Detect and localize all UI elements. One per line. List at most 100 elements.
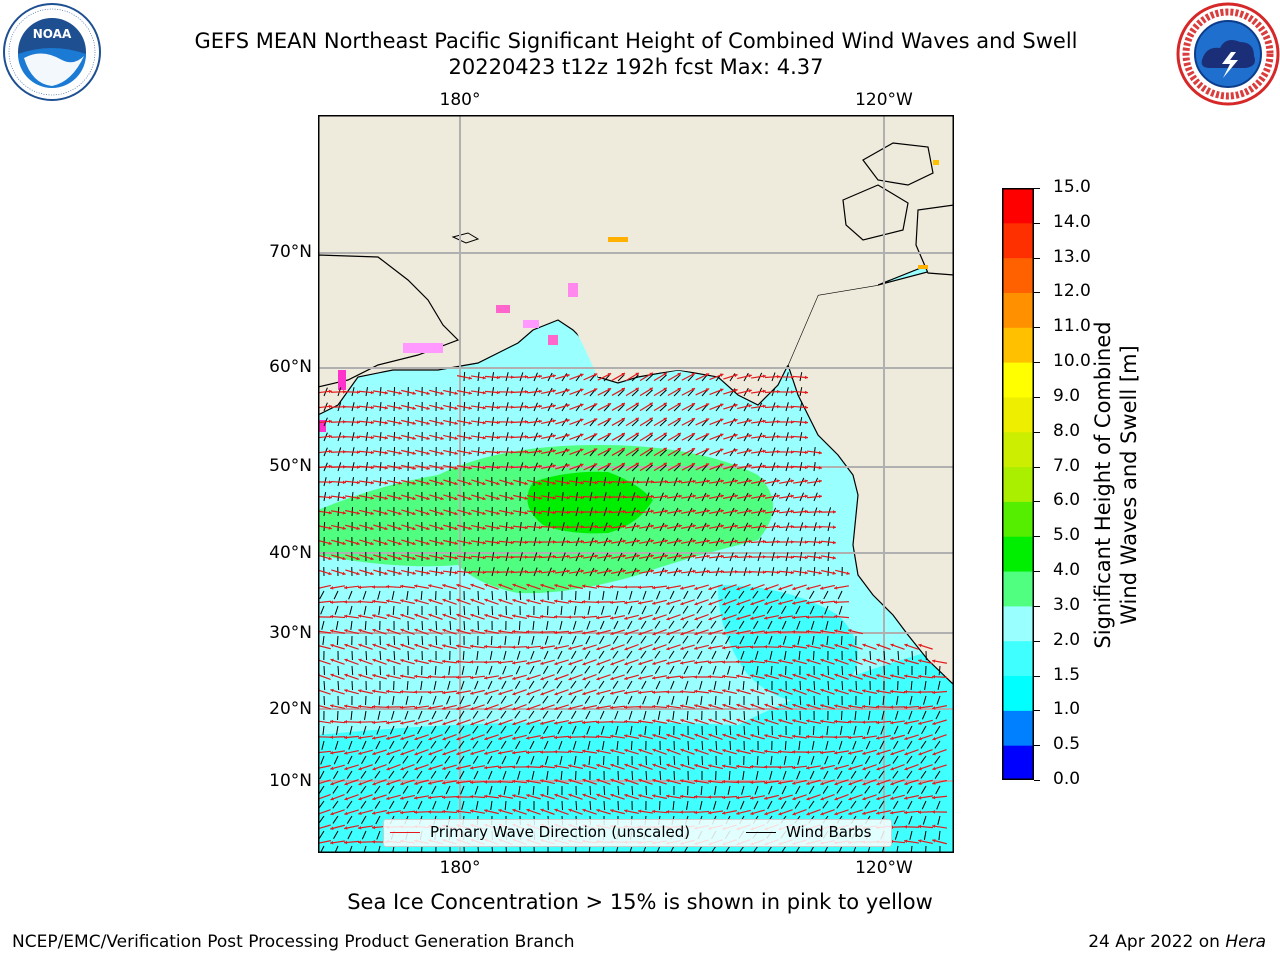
wind-barb [348,740,353,750]
wave-arrow-head [680,704,684,708]
wave-arrow-head [636,494,640,499]
wind-barb [532,620,535,630]
wave-arrow-head [748,464,752,468]
wave-arrow-head [566,448,570,453]
wind-barb [659,449,667,457]
wave-arrow-head [580,403,584,407]
wave-arrow-head [677,447,681,452]
wind-barb [727,665,731,675]
wave-arrow-head [663,402,667,406]
wave-arrow-head [792,601,796,605]
wind-barb [659,434,667,442]
wave-arrow-head [750,749,754,753]
wind-barb [348,845,353,853]
wave-arrow-head [582,778,586,783]
wave-arrow-head [454,436,458,440]
wave-arrow-head [705,373,710,377]
wave-arrow-head [372,825,376,830]
wave-arrow-head [792,644,796,648]
wind-barb [542,695,549,704]
wave-arrow-head [526,779,530,783]
wave-arrow-head [384,406,388,410]
wave-arrow-head [736,674,740,678]
wind-barb [500,710,507,719]
wind-barb [906,770,913,779]
wind-barb [406,590,409,600]
wind-barb [421,635,424,646]
wave-arrow-head [607,463,612,467]
colorbar-tick-3.0: 3.0 [1053,594,1081,615]
wind-barb [416,785,423,794]
wave-arrow-head [484,613,488,618]
wave-arrow-head [356,405,360,409]
wave-arrow-head [876,796,880,801]
wave-arrow-head [610,734,614,739]
wave-arrow-head [370,556,374,561]
wind-barb [813,680,816,691]
wave-arrow-head [890,736,894,741]
wave-arrow-head [414,643,418,648]
wind-barb [376,830,381,840]
wave-arrow-head [442,675,446,679]
wind-barb [334,605,339,615]
wind-barb [894,710,899,720]
wind-barb [322,635,325,645]
wave-arrow-head [356,526,360,531]
wind-barb [851,755,857,765]
wind-barb [613,695,619,705]
wave-arrow-head [706,509,710,513]
wave-arrow-head [372,782,376,786]
wave-arrow-head [736,587,740,591]
wave-height-map[interactable] [318,115,954,853]
wave-arrow-head [622,569,626,573]
wave-arrow-head [820,673,824,677]
wind-barb [546,770,549,780]
wind-barb [599,635,605,645]
wave-arrow-head [468,421,472,425]
wave-arrow-head [834,766,838,771]
wind-barb [645,404,653,412]
wave-arrow-head [776,419,780,424]
wind-barb [318,815,325,824]
wave-arrow-head [708,586,712,591]
wave-arrow-head [330,826,334,830]
wave-arrow-head [804,465,808,470]
wave-arrow-head [330,658,334,663]
wave-arrow-head [358,643,362,648]
wave-arrow-head [635,447,639,451]
wind-barb [771,710,774,721]
wind-barb [319,770,325,780]
wind-barb [937,815,941,825]
wind-barb [767,800,773,810]
wave-arrow-head [694,733,698,737]
wave-arrow-head [484,736,488,741]
wave-arrow-head [428,706,432,710]
wind-barb [421,845,423,853]
wind-barb [404,710,409,720]
wave-arrow-head [442,781,446,785]
wave-arrow-head [484,722,488,726]
wave-arrow-head [566,510,570,515]
wind-barb [643,710,647,720]
wind-barb [491,590,494,601]
wave-arrow-head [792,796,796,801]
wind-barb [892,770,899,779]
wave-arrow-head [932,721,936,726]
wave-arrow-head [706,479,710,484]
wind-barb [477,605,480,616]
wind-barb [629,845,633,853]
wind-barb [923,830,927,840]
colorbar-tick-5.0: 5.0 [1053,525,1081,546]
wave-arrow-head [649,447,653,451]
wind-barb [907,725,913,735]
wave-arrow-head [412,571,416,575]
wave-arrow-head [636,480,640,484]
wind-barb [631,770,634,781]
wind-barb [615,590,619,600]
colorbar-tick-6.0: 6.0 [1053,490,1081,511]
wave-arrow-head [412,466,416,470]
wave-arrow-head [454,511,458,516]
wind-barb [921,710,927,720]
wave-arrow-head [442,721,446,726]
wind-barb [472,725,479,734]
